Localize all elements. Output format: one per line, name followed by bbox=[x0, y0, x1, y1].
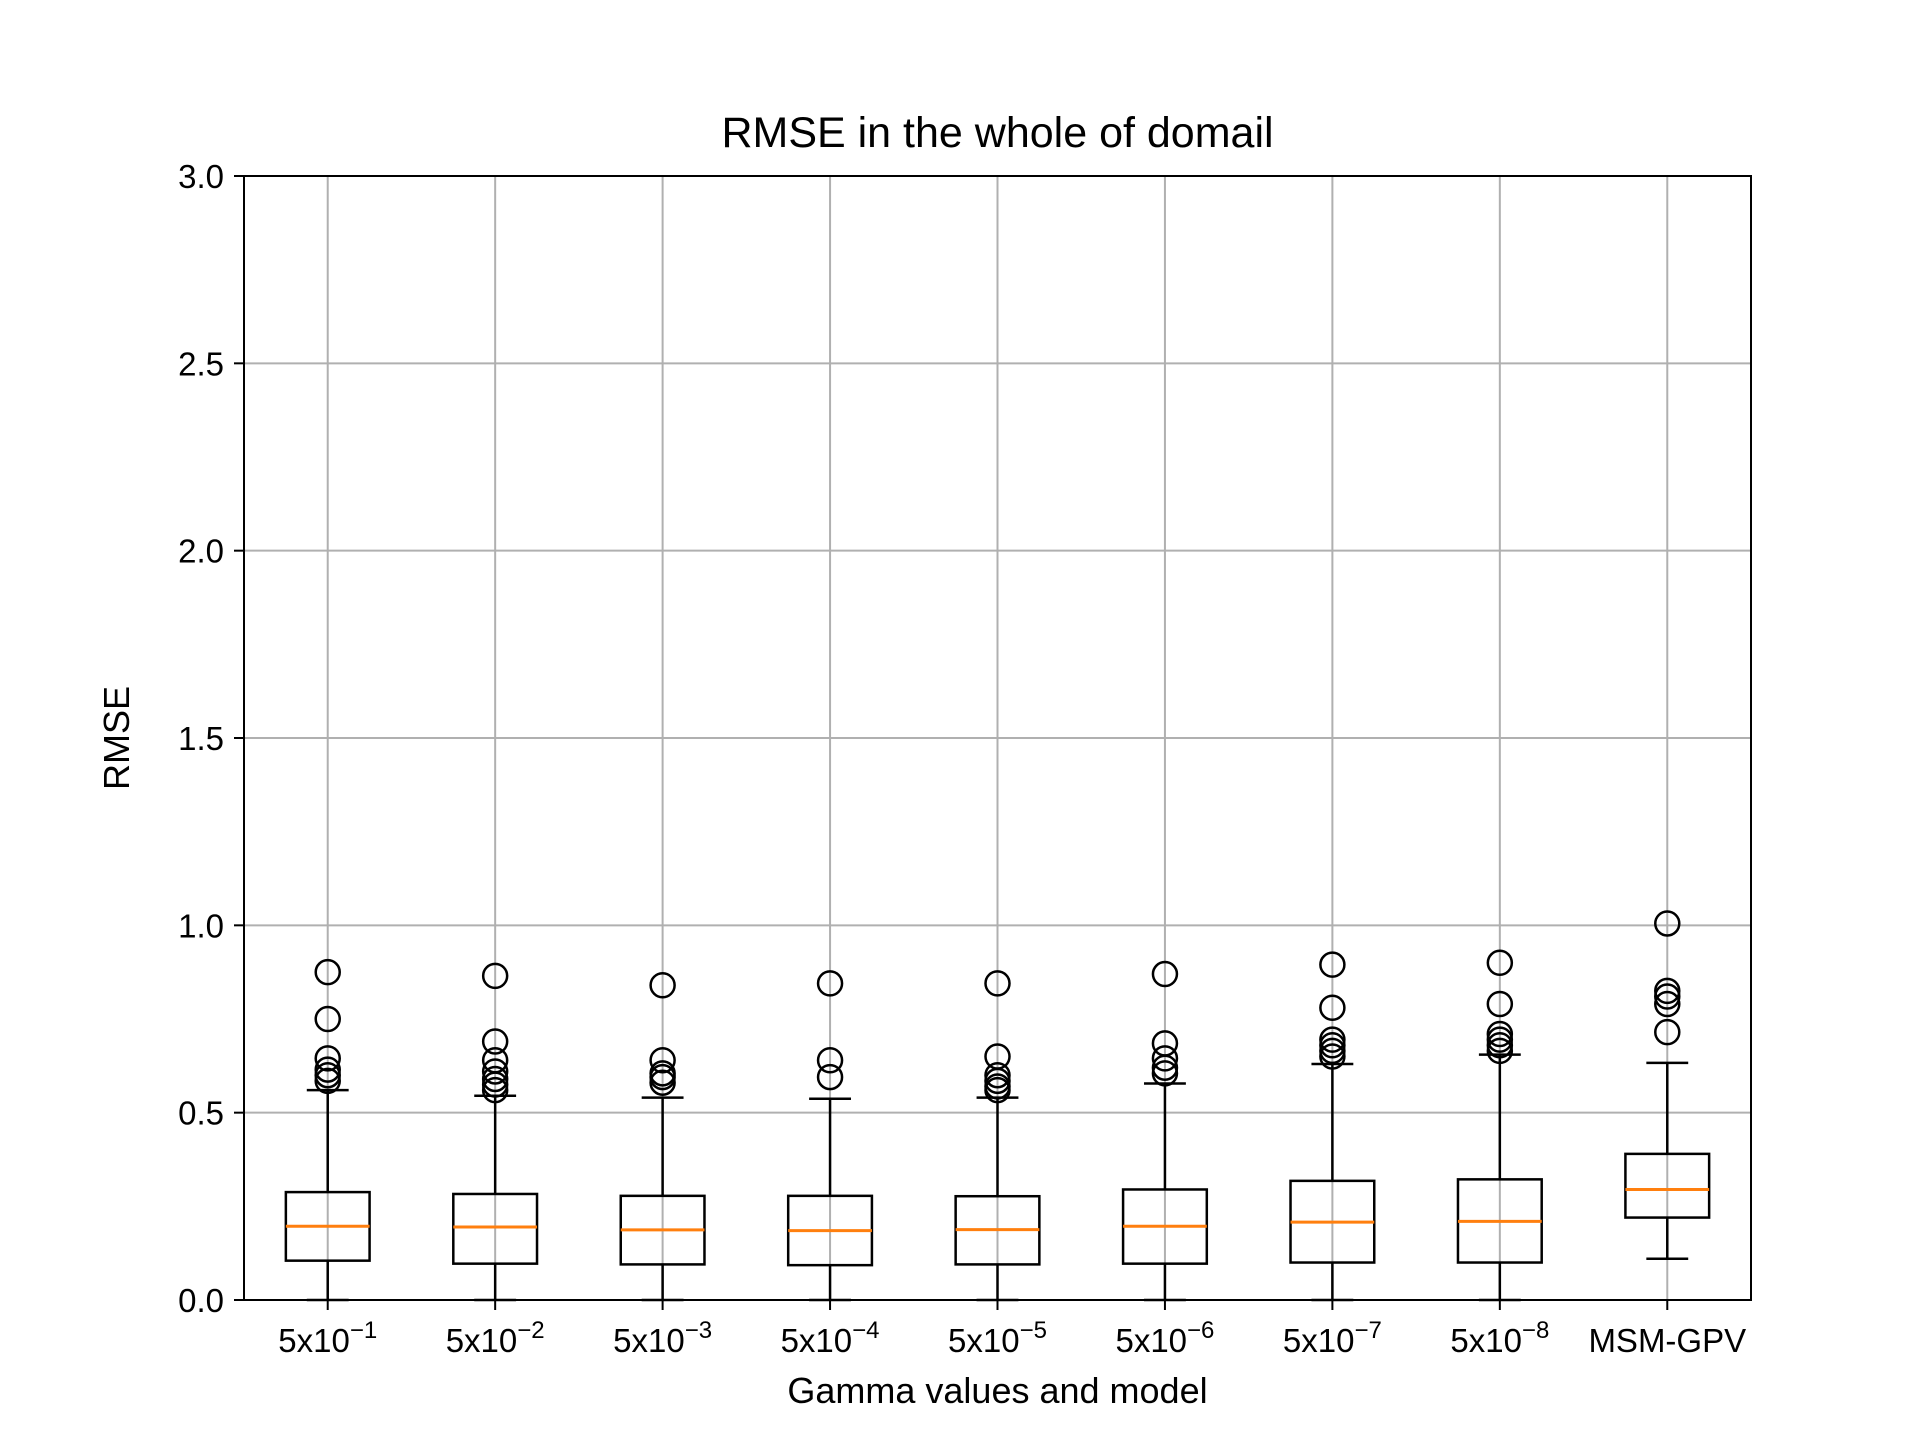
outlier-point bbox=[314, 1061, 341, 1089]
outlier-point bbox=[314, 1045, 341, 1072]
outlier-point bbox=[1486, 1031, 1514, 1059]
outlier-point bbox=[1486, 1037, 1514, 1065]
outlier-point bbox=[1319, 1026, 1346, 1053]
box-8 bbox=[1456, 949, 1543, 1302]
outlier-point bbox=[649, 1046, 676, 1074]
y-tick-label: 2.5 bbox=[178, 345, 224, 382]
box-9 bbox=[1624, 910, 1711, 1261]
y-tick-label: 1.5 bbox=[178, 720, 224, 757]
outlier-point bbox=[1319, 1037, 1346, 1065]
iqr-box bbox=[1624, 1152, 1711, 1219]
outlier-point bbox=[1654, 990, 1681, 1018]
box-layer bbox=[284, 910, 1711, 1302]
outlier-point bbox=[481, 1046, 509, 1074]
y-tick-label: 2.0 bbox=[178, 533, 224, 570]
outlier-point bbox=[1486, 990, 1514, 1018]
outlier-point bbox=[649, 1060, 676, 1087]
x-tick-label: MSM-GPV bbox=[1588, 1322, 1746, 1359]
outlier-point bbox=[1151, 1030, 1179, 1057]
box-7 bbox=[1289, 951, 1376, 1302]
x-tick-label: 5x10−5 bbox=[948, 1317, 1047, 1359]
x-axis-label: Gamma values and model bbox=[787, 1370, 1207, 1411]
outlier-point bbox=[649, 1069, 676, 1096]
outlier-point bbox=[1654, 910, 1681, 937]
outlier-point bbox=[1319, 1031, 1346, 1059]
x-tick-label: 5x10−6 bbox=[1115, 1317, 1214, 1359]
outlier-point bbox=[1319, 994, 1346, 1022]
y-ticks: 0.0 0.5 1.0 1.5 2.0 2.5 3.0 bbox=[178, 158, 244, 1319]
iqr-box bbox=[452, 1192, 539, 1265]
x-tick-label: 5x10−7 bbox=[1283, 1317, 1382, 1359]
outlier-point bbox=[1151, 1060, 1179, 1087]
box-6 bbox=[1121, 960, 1209, 1302]
chart-title: RMSE in the whole of domail bbox=[721, 109, 1273, 157]
outlier-point bbox=[481, 1058, 509, 1085]
outlier-point bbox=[481, 1028, 509, 1055]
outlier-point bbox=[314, 1067, 341, 1095]
x-tick-label: 5x10−3 bbox=[613, 1317, 712, 1359]
outlier-point bbox=[816, 1063, 844, 1091]
outlier-point bbox=[1486, 1026, 1514, 1053]
outlier-point bbox=[1654, 1018, 1681, 1046]
x-ticks: 5x10−1 5x10−2 5x10−3 5x10−4 5x10−5 5x10−6 5x10… bbox=[278, 1300, 1746, 1359]
outlier-point bbox=[1151, 960, 1179, 988]
box-2 bbox=[452, 962, 539, 1302]
outlier-point bbox=[1486, 1020, 1514, 1048]
outlier-point bbox=[984, 1073, 1011, 1100]
box-5 bbox=[954, 970, 1041, 1302]
outlier-point bbox=[816, 970, 844, 997]
x-tick-label: 5x10−1 bbox=[278, 1317, 377, 1359]
outlier-point bbox=[816, 1046, 844, 1074]
y-tick-label: 0.5 bbox=[178, 1095, 224, 1132]
outlier-point bbox=[1654, 983, 1681, 1010]
y-axis-label: RMSE bbox=[96, 686, 137, 790]
outlier-point bbox=[984, 1061, 1011, 1089]
outlier-point bbox=[984, 970, 1011, 997]
y-tick-label: 1.0 bbox=[178, 907, 224, 944]
outlier-point bbox=[314, 1056, 341, 1083]
outlier-point bbox=[1319, 951, 1346, 978]
box-1 bbox=[284, 958, 371, 1302]
outlier-point bbox=[481, 1065, 509, 1093]
y-tick-label: 3.0 bbox=[178, 158, 224, 195]
outlier-point bbox=[1319, 1043, 1346, 1070]
outlier-point bbox=[481, 962, 509, 990]
outlier-point bbox=[1654, 977, 1681, 1005]
box-3 bbox=[619, 972, 706, 1302]
outlier-point bbox=[314, 1005, 341, 1033]
y-tick-label: 0.0 bbox=[178, 1282, 224, 1319]
outlier-point bbox=[314, 958, 341, 986]
outlier-point bbox=[984, 1043, 1011, 1070]
outlier-point bbox=[649, 972, 676, 999]
outlier-point bbox=[1151, 1045, 1179, 1072]
x-tick-label: 5x10−2 bbox=[446, 1317, 545, 1359]
outlier-point bbox=[1486, 949, 1514, 977]
outlier-point bbox=[481, 1076, 509, 1104]
x-tick-label: 5x10−8 bbox=[1450, 1317, 1549, 1359]
x-tick-label: 5x10−4 bbox=[781, 1317, 880, 1359]
